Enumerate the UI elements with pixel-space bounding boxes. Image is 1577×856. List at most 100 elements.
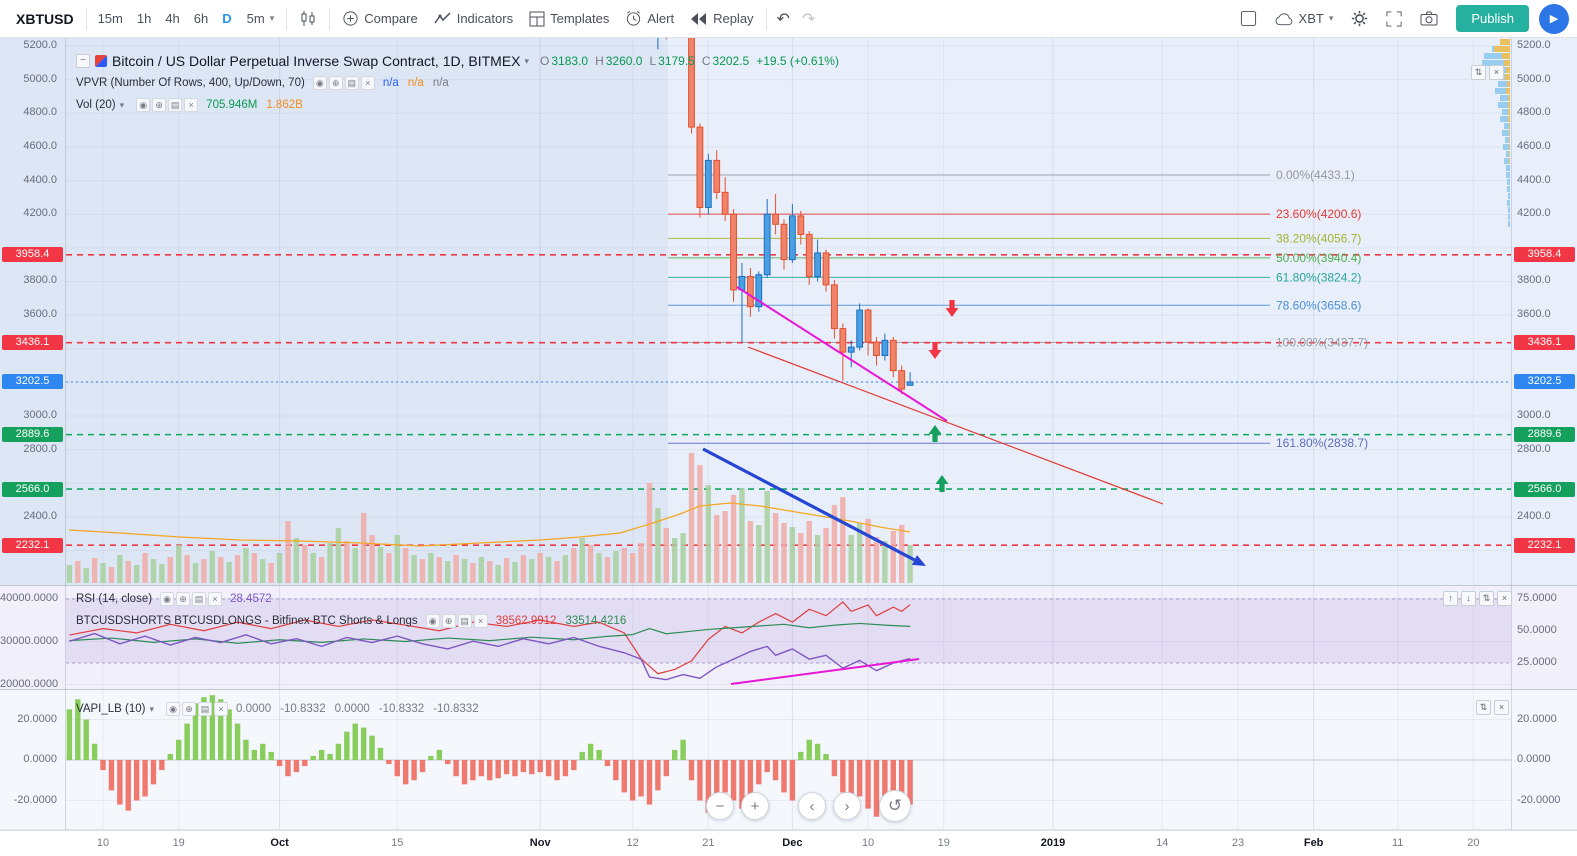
- low-label: L: [649, 54, 657, 68]
- scroll-left-button[interactable]: ‹: [798, 792, 826, 820]
- zoom-in-button[interactable]: +: [741, 792, 769, 820]
- pane-move-icon[interactable]: ⇅: [1476, 700, 1491, 715]
- mini-control-icon[interactable]: ◉: [160, 592, 175, 606]
- legend-title-row: − Bitcoin / US Dollar Perpetual Inverse …: [76, 51, 839, 71]
- interval-6h[interactable]: 6h: [193, 11, 209, 26]
- interval-dropdown-label: 5m: [246, 11, 265, 26]
- scroll-right-button[interactable]: ›: [833, 792, 861, 820]
- templates-button[interactable]: Templates: [521, 5, 617, 33]
- pane-move-icon[interactable]: ⇅: [1471, 65, 1486, 80]
- mini-control-icon[interactable]: ⊕: [182, 702, 196, 716]
- mini-control-icon[interactable]: ▤: [198, 702, 212, 716]
- pane-move-icon[interactable]: ⇅: [1479, 591, 1494, 606]
- shorts-longs-label[interactable]: BTCUSDSHORTS BTCUSDLONGS - Bitfinex BTC …: [76, 615, 418, 627]
- toolbar-divider: [765, 7, 767, 30]
- chevron-down-icon[interactable]: ▾: [524, 55, 530, 66]
- mini-control-icon[interactable]: ⊕: [328, 76, 343, 90]
- compare-button[interactable]: Compare: [334, 5, 425, 33]
- play-button[interactable]: ▶: [1539, 3, 1569, 34]
- interval-dropdown[interactable]: 5m ▾: [239, 5, 283, 33]
- mini-control-icon[interactable]: ◉: [166, 702, 180, 716]
- mini-control-icon[interactable]: ▤: [192, 592, 207, 606]
- chevron-down-icon[interactable]: ▾: [149, 703, 154, 714]
- interval-1d[interactable]: D: [222, 11, 232, 26]
- interval-4h[interactable]: 4h: [165, 11, 180, 26]
- chart-style-button[interactable]: [291, 5, 325, 33]
- mini-control-icon[interactable]: ×: [473, 614, 488, 628]
- fullscreen-button[interactable]: [1378, 5, 1410, 33]
- mini-control-icon[interactable]: ◉: [425, 614, 440, 628]
- settings-button[interactable]: [1343, 5, 1376, 33]
- volume-legend-row: Vol (20) ▾ ◉ ⊕ ▤ × 705.946M 1.862B: [76, 95, 839, 115]
- account-button[interactable]: XBT ▾: [1267, 5, 1342, 33]
- alert-clock-icon: [627, 11, 641, 26]
- publish-button[interactable]: Publish: [1456, 5, 1529, 32]
- pane-down-icon[interactable]: ↓: [1461, 591, 1476, 606]
- interval-15m[interactable]: 15m: [97, 11, 123, 26]
- mini-control-icon[interactable]: ◉: [312, 76, 327, 90]
- bitmex-logo-icon: [95, 55, 107, 67]
- close-label: C: [701, 54, 711, 68]
- mini-control-icon[interactable]: ▤: [457, 614, 472, 628]
- undo-button[interactable]: ↶: [776, 10, 790, 28]
- redo-button[interactable]: ↷: [801, 10, 816, 28]
- account-label: XBT: [1298, 11, 1324, 26]
- layout-icon: [1240, 10, 1256, 27]
- reset-chart-button[interactable]: ↺: [879, 790, 911, 822]
- mini-control-icon[interactable]: ◉: [136, 98, 151, 112]
- symbol-button[interactable]: XBTUSD: [16, 10, 74, 27]
- mini-control-icon[interactable]: ×: [214, 702, 228, 716]
- pane-close-icon[interactable]: ×: [1489, 65, 1504, 80]
- pane-close-icon[interactable]: ×: [1497, 591, 1512, 606]
- vapi-legend-row: VAPI_LB (10) ▾ ◉ ⊕ ▤ × 0.0000 -10.8332 0.00…: [76, 699, 488, 719]
- pane-up-icon[interactable]: ↑: [1443, 591, 1458, 606]
- vapi-value-4: -10.8332: [378, 703, 425, 715]
- vpvr-label[interactable]: VPVR (Number Of Rows, 400, Up/Down, 70): [76, 77, 305, 89]
- chart-title[interactable]: Bitcoin / US Dollar Perpetual Inverse Sw…: [112, 53, 521, 69]
- replay-button[interactable]: Replay: [682, 5, 761, 33]
- vpvr-legend-row: VPVR (Number Of Rows, 400, Up/Down, 70) …: [76, 73, 839, 93]
- indicators-button[interactable]: Indicators: [426, 5, 521, 33]
- rsi-label[interactable]: RSI (14, close): [76, 593, 153, 605]
- rsi-value: 28.4572: [230, 593, 272, 605]
- compare-icon: [343, 11, 358, 26]
- svg-text:161.80%(2838.7): 161.80%(2838.7): [1276, 436, 1368, 450]
- vapi-legend: VAPI_LB (10) ▾ ◉ ⊕ ▤ × 0.0000 -10.8332 0.00…: [76, 699, 488, 721]
- layout-button[interactable]: [1232, 5, 1265, 33]
- candlestick-icon: [301, 10, 315, 26]
- alert-label: Alert: [647, 11, 675, 26]
- mini-control-icon[interactable]: ▤: [344, 76, 359, 90]
- zoom-out-button[interactable]: −: [706, 792, 734, 820]
- mini-control-icon[interactable]: ⊕: [176, 592, 191, 606]
- snapshot-button[interactable]: [1412, 5, 1446, 33]
- mini-control-icon[interactable]: ×: [208, 592, 223, 606]
- fullscreen-icon: [1386, 10, 1402, 27]
- legend-collapse-icon[interactable]: −: [76, 54, 90, 68]
- vpvr-value-3: n/a: [432, 77, 449, 89]
- chevron-down-icon: ▾: [269, 13, 275, 23]
- mini-control-icon[interactable]: ⊕: [441, 614, 456, 628]
- alert-button[interactable]: Alert: [617, 5, 682, 33]
- mini-control-icon[interactable]: ▤: [168, 98, 183, 112]
- chevron-down-icon[interactable]: ▾: [119, 99, 125, 110]
- pane-controls-vapi: ⇅ ×: [1476, 700, 1509, 715]
- mini-control-icon[interactable]: ×: [184, 98, 199, 112]
- chart-nav-buttons: − + ‹ › ↺: [706, 790, 918, 822]
- rsi-legend: RSI (14, close) ◉ ⊕ ▤ × 28.4572 BTCUSDSHORT…: [76, 589, 635, 633]
- interval-1h[interactable]: 1h: [136, 11, 152, 26]
- vapi-value-5: -10.8332: [433, 703, 479, 715]
- shorts-value: 38562.9912: [495, 615, 557, 627]
- vapi-value-1: 0.0000: [236, 703, 272, 715]
- volume-label[interactable]: Vol (20): [76, 99, 116, 111]
- pane-close-icon[interactable]: ×: [1494, 700, 1509, 715]
- templates-label: Templates: [550, 11, 610, 26]
- mini-control-icon[interactable]: ⊕: [152, 98, 167, 112]
- close-value: 3202.5: [712, 54, 750, 68]
- vapi-controls: ◉ ⊕ ▤ ×: [166, 702, 228, 716]
- change-value: +19.5 (+0.61%): [756, 54, 839, 68]
- svg-text:100.00%(3437.7): 100.00%(3437.7): [1276, 335, 1368, 349]
- mini-control-icon[interactable]: ×: [360, 76, 375, 90]
- svg-text:61.80%(3824.2): 61.80%(3824.2): [1276, 270, 1361, 284]
- vapi-label[interactable]: VAPI_LB (10): [76, 703, 146, 715]
